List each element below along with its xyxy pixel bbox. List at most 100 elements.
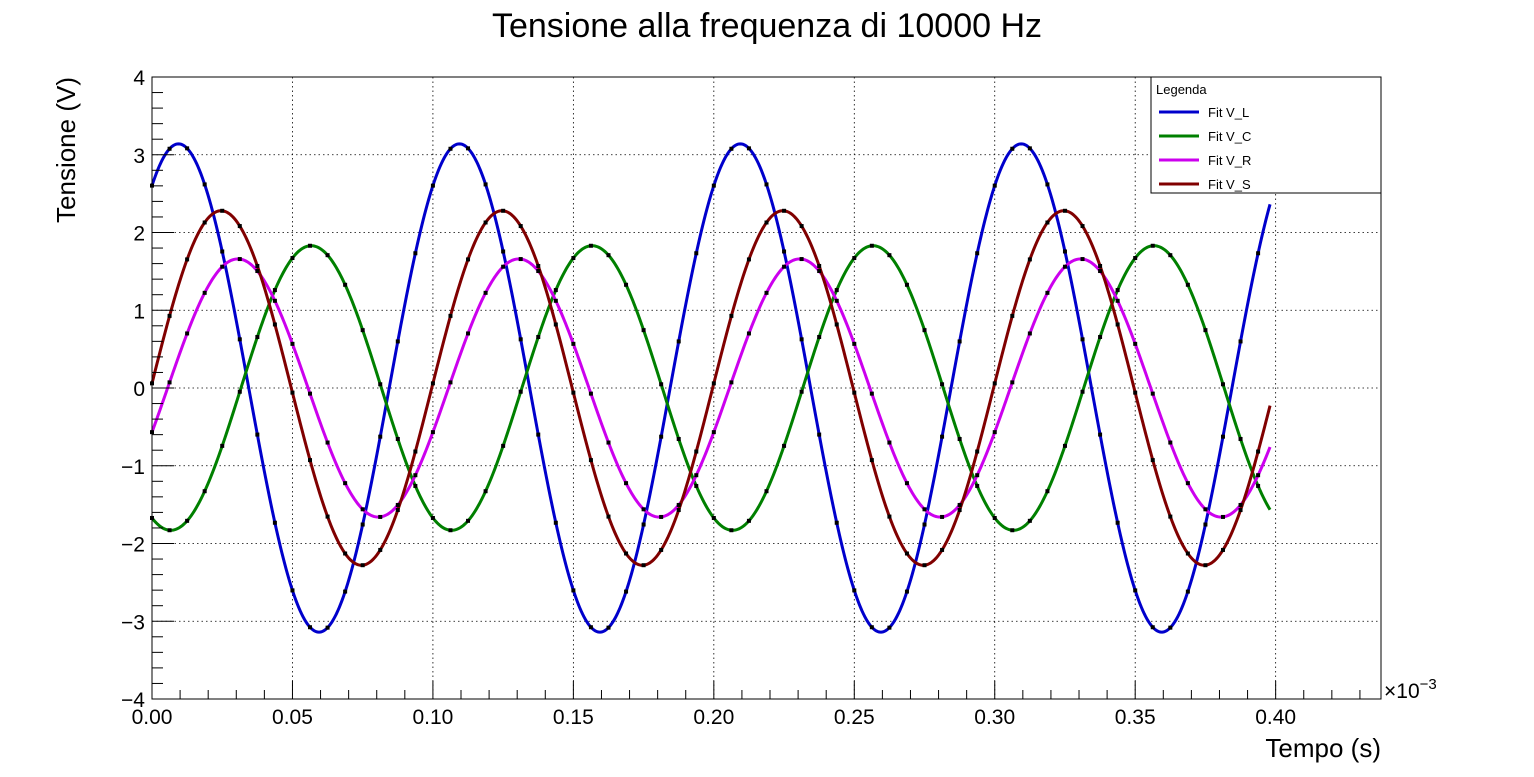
data-point	[1220, 514, 1225, 519]
data-point	[518, 224, 523, 229]
data-point	[940, 547, 945, 552]
data-point	[185, 331, 190, 336]
data-point	[588, 243, 593, 248]
data-point	[1115, 298, 1120, 303]
data-point	[272, 298, 277, 303]
data-point	[729, 146, 734, 151]
data-point	[834, 520, 839, 525]
data-point	[413, 449, 418, 454]
data-point	[1062, 249, 1067, 254]
data-point	[343, 282, 348, 287]
data-point	[904, 589, 909, 594]
data-point	[308, 625, 313, 630]
data-point	[729, 313, 734, 318]
data-point	[395, 339, 400, 344]
data-point	[1220, 547, 1225, 552]
data-point	[1185, 481, 1190, 486]
data-point	[1133, 341, 1138, 346]
data-point	[536, 335, 541, 340]
x-tick-label: 0.25	[834, 706, 875, 729]
data-point	[869, 625, 874, 630]
data-point	[711, 381, 716, 386]
legend-label: Fit V_C	[1208, 129, 1251, 144]
data-point	[290, 390, 295, 395]
data-point	[641, 328, 646, 333]
data-point	[448, 380, 453, 385]
data-point	[694, 473, 699, 478]
data-point	[360, 563, 365, 568]
data-point	[1062, 208, 1067, 213]
chart-title: Tensione alla frequenza di 10000 Hz	[492, 7, 1042, 45]
data-point	[518, 337, 523, 342]
data-point	[571, 256, 576, 261]
data-point	[764, 220, 769, 225]
y-axis-label: Tensione (V)	[51, 77, 81, 223]
y-tick-labels: −4 −3 −2 −1 0 1 2 3 4	[121, 67, 145, 712]
data-point	[817, 335, 822, 340]
data-point	[694, 483, 699, 488]
data-point	[202, 489, 207, 494]
data-point	[1062, 264, 1067, 269]
y-tick-label: 2	[133, 223, 145, 246]
data-point	[992, 430, 997, 435]
data-point	[237, 389, 242, 394]
data-point	[1220, 382, 1225, 387]
x-tick-label: 0.40	[1255, 706, 1296, 729]
data-point	[782, 249, 787, 254]
data-point	[501, 443, 506, 448]
x-axis-label: Tempo (s)	[1265, 733, 1381, 763]
data-point	[343, 589, 348, 594]
data-point	[957, 339, 962, 344]
data-point	[834, 288, 839, 293]
data-point	[624, 551, 629, 556]
data-point	[272, 322, 277, 327]
data-point	[272, 520, 277, 525]
data-point	[395, 508, 400, 513]
data-point	[448, 313, 453, 318]
data-point	[255, 263, 260, 268]
data-point	[606, 625, 611, 630]
data-point	[711, 430, 716, 435]
data-point	[817, 432, 822, 437]
data-point	[711, 183, 716, 188]
data-point	[430, 515, 435, 520]
data-point	[237, 337, 242, 342]
legend-title: Legenda	[1156, 82, 1207, 97]
data-point	[255, 432, 260, 437]
y-tick-label: 3	[133, 145, 145, 168]
data-point	[1133, 256, 1138, 261]
legend: Legenda Fit V_L Fit V_C Fit V_R Fit V_S	[1150, 76, 1382, 194]
data-point	[1098, 263, 1103, 268]
data-point	[1256, 449, 1261, 454]
data-point	[202, 220, 207, 225]
data-point	[1238, 436, 1243, 441]
data-point	[325, 625, 330, 630]
data-point	[746, 257, 751, 262]
data-point	[430, 183, 435, 188]
x-tick-label: 0.00	[132, 706, 173, 729]
x-tick-label: 0.05	[272, 706, 313, 729]
data-point	[1238, 508, 1243, 513]
data-point	[957, 436, 962, 441]
data-point	[746, 331, 751, 336]
data-point	[553, 298, 558, 303]
data-point	[1115, 288, 1120, 293]
data-point	[553, 520, 558, 525]
data-point	[1220, 434, 1225, 439]
data-point	[483, 290, 488, 295]
data-point	[922, 507, 927, 512]
data-point	[624, 481, 629, 486]
data-point	[1133, 588, 1138, 593]
data-point	[308, 391, 313, 396]
data-point	[729, 528, 734, 533]
data-point	[448, 146, 453, 151]
y-tick-label: −1	[121, 456, 145, 479]
data-point	[1045, 182, 1050, 187]
data-point	[202, 290, 207, 295]
x-tick-label: 0.20	[693, 706, 734, 729]
data-point	[922, 563, 927, 568]
data-point	[1203, 328, 1208, 333]
data-point	[1150, 243, 1155, 248]
legend-label: Fit V_R	[1208, 153, 1251, 168]
